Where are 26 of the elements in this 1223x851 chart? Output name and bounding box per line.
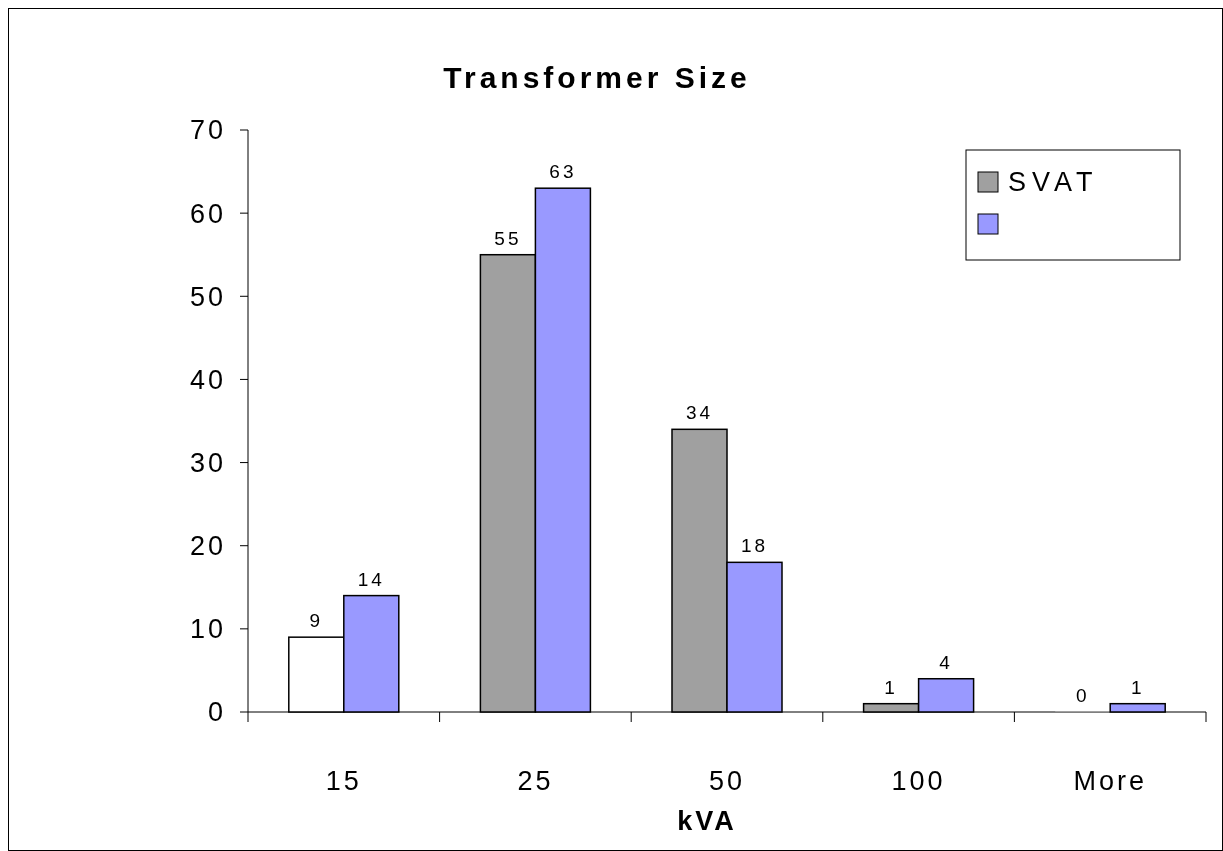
legend-label: SVAT (1008, 167, 1099, 198)
y-tick-label: 10 (189, 614, 226, 645)
x-tick-label: 25 (517, 766, 554, 796)
data-label: 1 (1130, 676, 1145, 698)
y-tick-label: 70 (189, 115, 226, 146)
y-tick-label: 20 (189, 531, 226, 562)
data-label: 9 (309, 610, 324, 632)
chart-title: Transformer Size (443, 61, 751, 94)
x-tick-label: 15 (325, 766, 362, 796)
x-tick-label: More (1073, 766, 1147, 796)
x-axis-title: kVA (677, 806, 737, 836)
data-label: 34 (685, 402, 714, 424)
data-label: 14 (357, 568, 385, 590)
x-tick-label: 50 (708, 766, 746, 796)
y-tick-label: 0 (207, 697, 226, 728)
y-tick-label: 30 (189, 448, 226, 479)
y-tick-label: 60 (189, 198, 226, 229)
data-label: 1 (884, 676, 898, 698)
x-tick-label: 100 (891, 766, 946, 796)
data-label: 0 (1075, 685, 1090, 706)
data-label: 55 (494, 227, 522, 249)
data-label: 63 (549, 161, 577, 183)
data-label: 4 (939, 651, 953, 673)
y-tick-label: 40 (189, 364, 226, 395)
y-tick-label: 50 (189, 281, 226, 312)
data-label: 18 (740, 535, 769, 557)
